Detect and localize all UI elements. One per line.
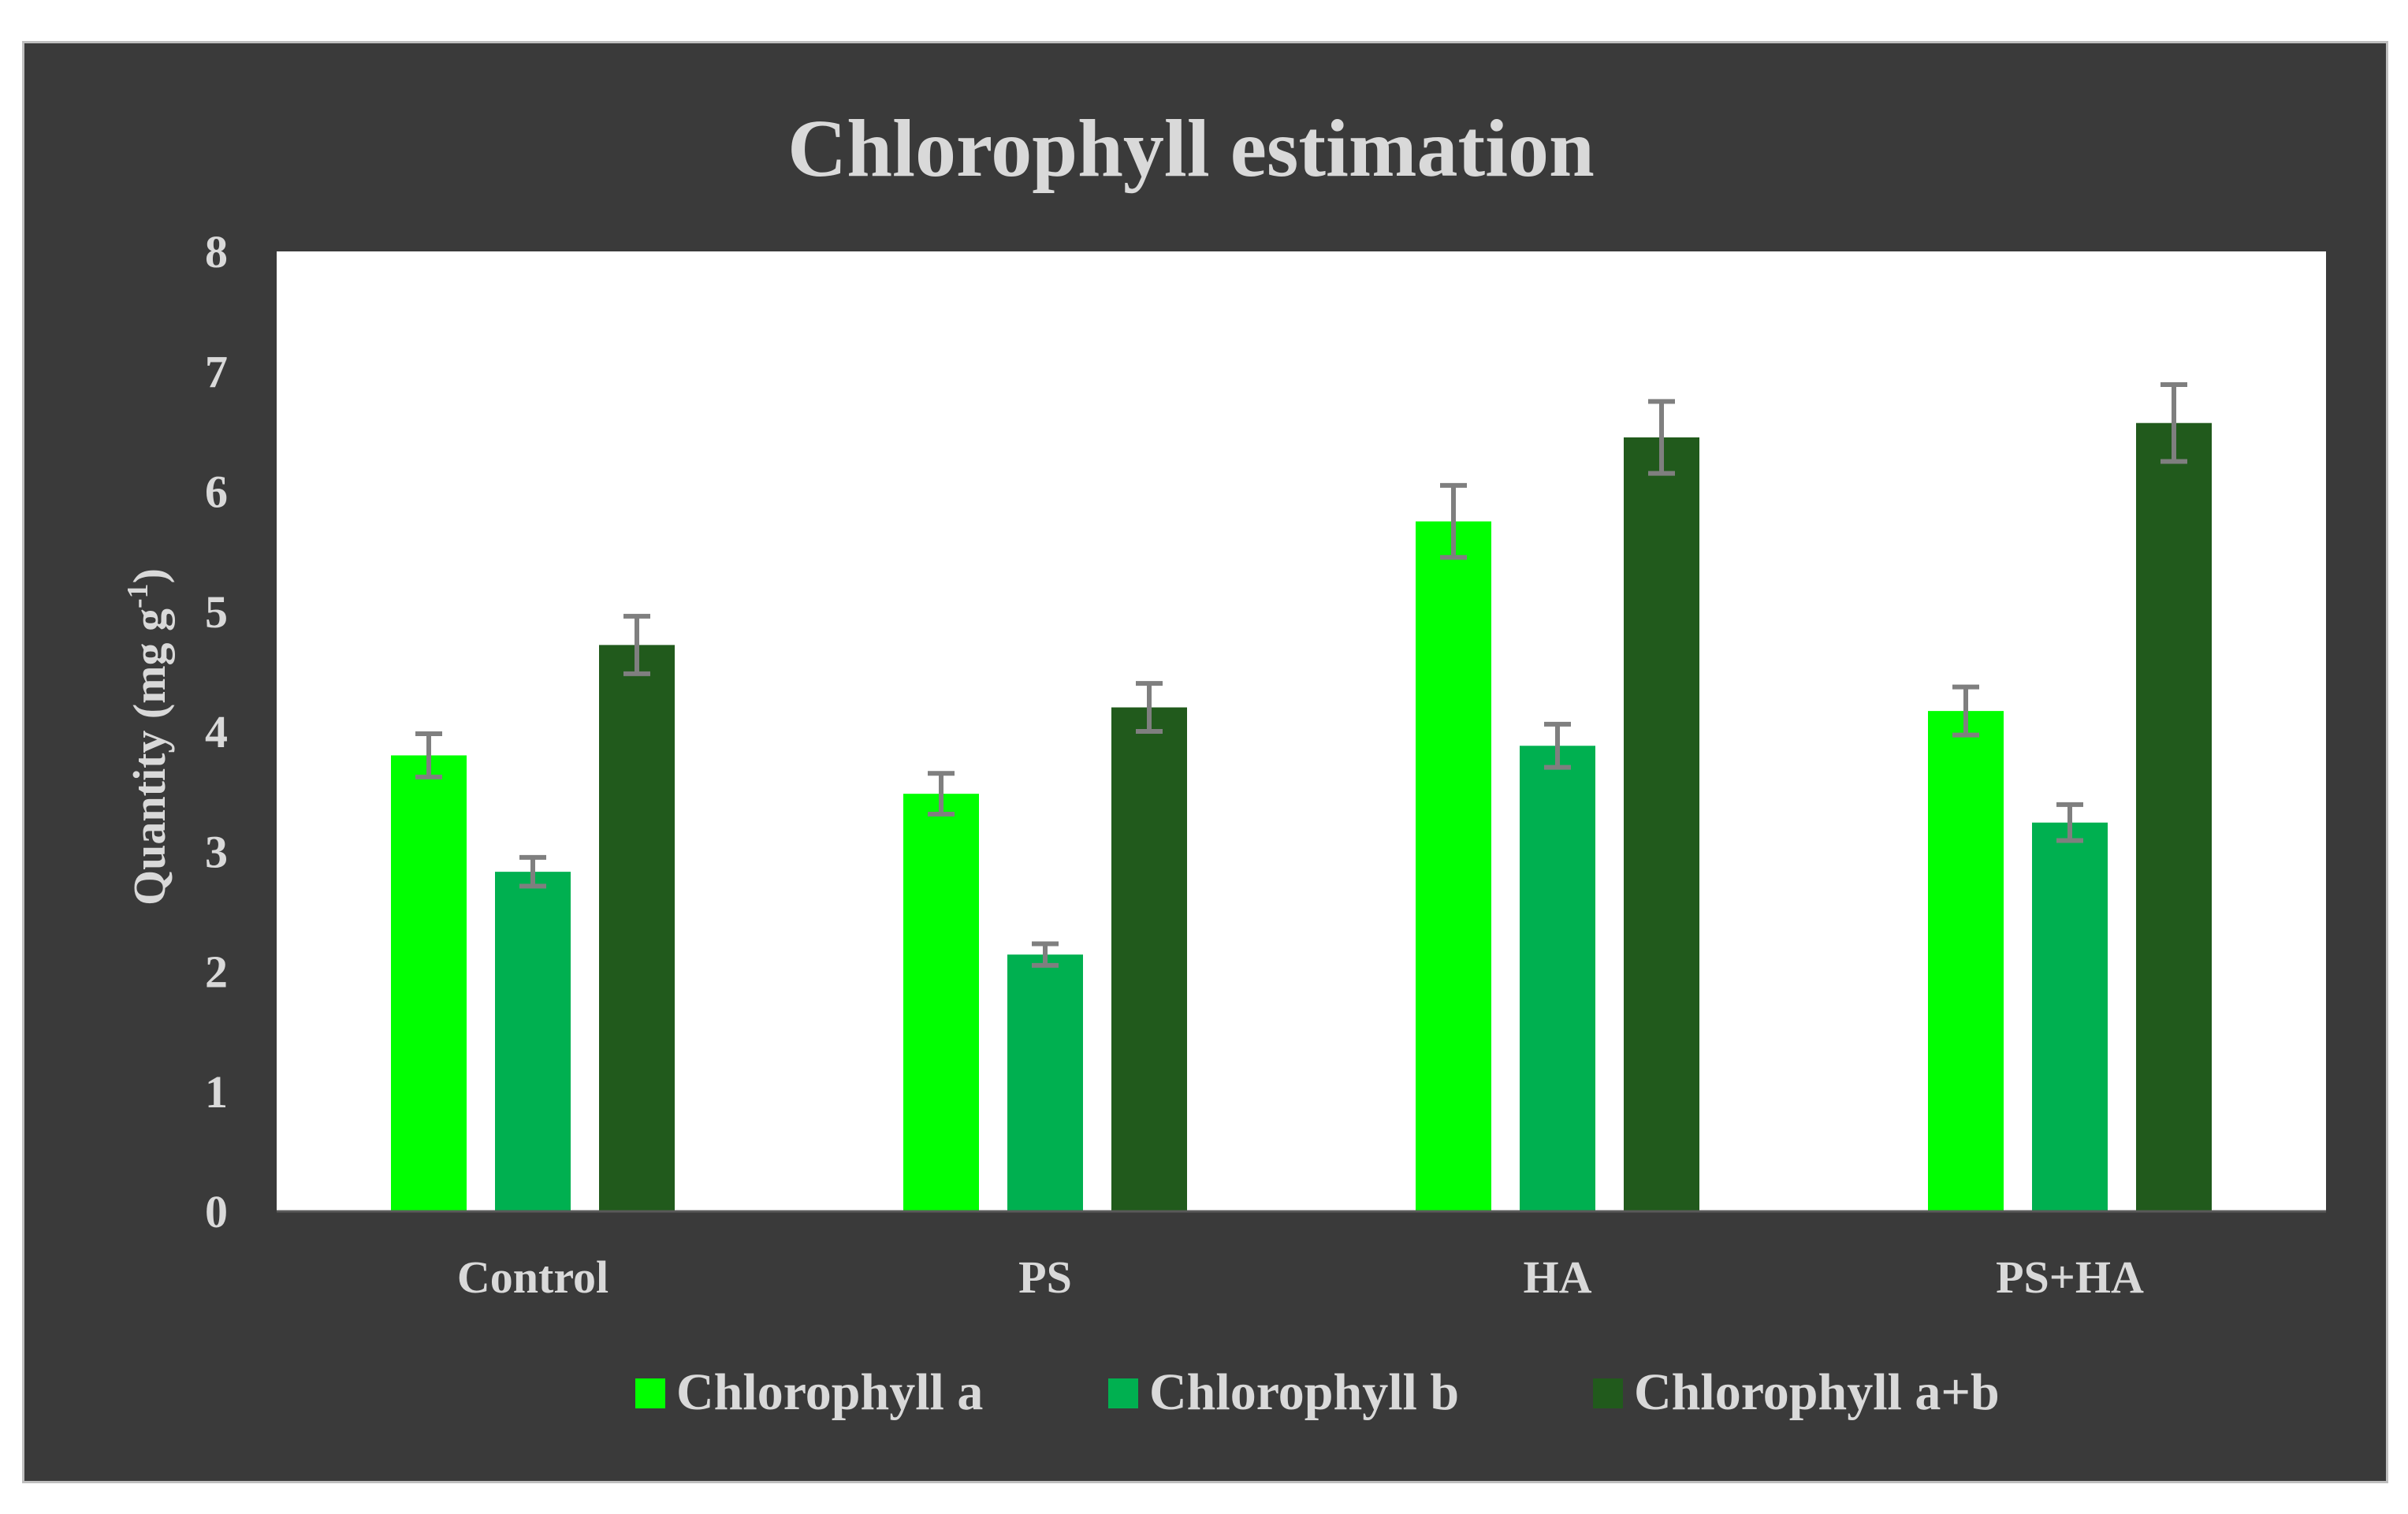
bar	[1416, 521, 1491, 1211]
y-tick-label: 5	[205, 586, 228, 638]
bar	[2136, 422, 2212, 1211]
bar	[1007, 954, 1083, 1211]
legend-label: Chlorophyll b	[1149, 1363, 1459, 1421]
bar	[599, 645, 675, 1211]
x-tick-label: Control	[457, 1252, 609, 1303]
legend-label: Chlorophyll a	[676, 1363, 983, 1421]
x-tick-label: PS	[1018, 1252, 1072, 1303]
legend-swatch	[1593, 1378, 1623, 1408]
chart-title: Chlorophyll estimation	[787, 103, 1595, 194]
y-tick-label: 7	[205, 346, 228, 397]
y-tick-label: 4	[205, 706, 228, 757]
y-tick-label: 0	[205, 1186, 228, 1237]
y-tick-label: 1	[205, 1066, 228, 1118]
legend-swatch	[635, 1378, 665, 1408]
bar	[1111, 707, 1187, 1211]
y-axis-title-end: )	[124, 568, 175, 583]
bar	[903, 794, 979, 1211]
y-tick-label: 3	[205, 826, 228, 877]
bars-layer	[391, 422, 2212, 1211]
bar	[495, 872, 571, 1211]
bar	[1624, 437, 1699, 1211]
legend-label: Chlorophyll a+b	[1634, 1363, 2000, 1421]
bar	[391, 755, 467, 1211]
y-tick-label: 8	[205, 226, 228, 277]
plot-area	[277, 251, 2326, 1211]
chart-frame: Chlorophyll estimation 0 1 2 3 4 5 6 7 8 Control…	[22, 41, 2388, 1483]
x-tick-label: PS+HA	[1996, 1252, 2144, 1303]
bar	[2032, 822, 2108, 1211]
y-axis-title-main: Quantity (mg g	[124, 608, 175, 906]
legend: Chlorophyll a Chlorophyll b Chlorophyll a+…	[635, 1363, 2000, 1421]
y-axis-title-superscript: -1	[121, 583, 154, 608]
x-tick-labels: Control PS HA PS+HA	[457, 1252, 2144, 1303]
y-tick-labels: 0 1 2 3 4 5 6 7 8	[205, 226, 228, 1237]
y-tick-label: 6	[205, 467, 228, 518]
y-tick-label: 2	[205, 947, 228, 998]
y-axis-title: Quantity (mg g-1)	[121, 568, 175, 906]
chart-svg: Chlorophyll estimation 0 1 2 3 4 5 6 7 8 Control…	[121, 103, 2326, 1421]
bar	[1928, 711, 2004, 1211]
error-bars-layer	[415, 381, 2187, 968]
x-tick-label: HA	[1524, 1252, 1592, 1303]
bar	[1520, 746, 1595, 1211]
legend-swatch	[1108, 1378, 1138, 1408]
